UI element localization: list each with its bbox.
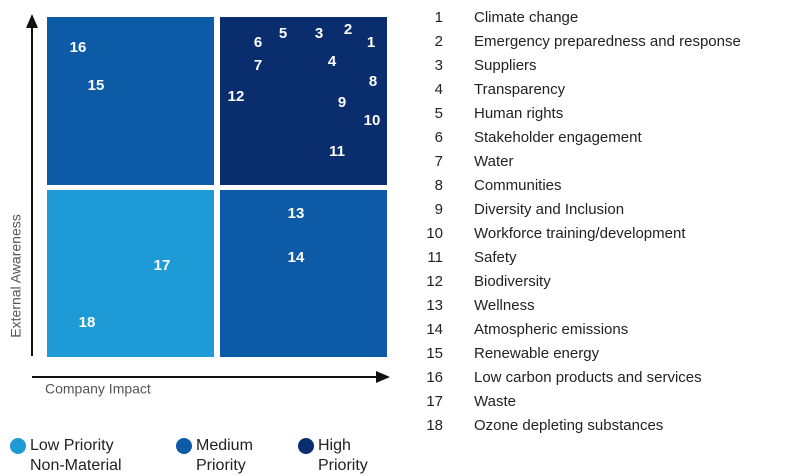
list-number: 9 <box>435 201 443 218</box>
arrowhead <box>26 14 38 28</box>
matrix-number: 18 <box>79 314 96 331</box>
list-label: Diversity and Inclusion <box>474 201 624 218</box>
list-label: Climate change <box>474 9 578 26</box>
list-label: Wellness <box>474 297 535 314</box>
legend-label: High <box>318 437 351 454</box>
list-number: 2 <box>435 33 443 50</box>
quadrant <box>47 190 214 357</box>
matrix-number: 9 <box>338 94 346 111</box>
matrix-number: 4 <box>328 53 337 70</box>
list-label: Emergency preparedness and response <box>474 33 741 50</box>
list-label: Safety <box>474 249 517 266</box>
list-number: 3 <box>435 57 443 74</box>
legend-dot <box>176 438 192 454</box>
list-number: 13 <box>426 297 443 314</box>
matrix-number: 2 <box>344 21 352 38</box>
list-number: 4 <box>435 81 443 98</box>
matrix-number: 7 <box>254 57 262 74</box>
list-number: 18 <box>426 417 443 434</box>
matrix-number: 16 <box>70 39 87 56</box>
quadrant <box>220 190 387 357</box>
list-number: 15 <box>426 345 443 362</box>
matrix-number: 11 <box>329 143 345 160</box>
matrix-number: 5 <box>279 25 287 42</box>
matrix-number: 12 <box>228 88 245 105</box>
matrix-number: 8 <box>369 73 377 90</box>
matrix-number: 10 <box>364 112 381 129</box>
list-label: Low carbon products and services <box>474 369 702 386</box>
legend-label: Priority <box>196 457 246 474</box>
list-number: 17 <box>426 393 443 410</box>
list-label: Waste <box>474 393 516 410</box>
matrix-number: 15 <box>88 77 105 94</box>
list-label: Suppliers <box>474 57 537 74</box>
list-label: Atmospheric emissions <box>474 321 628 338</box>
list-number: 6 <box>435 129 443 146</box>
x-axis-label: Company Impact <box>45 381 151 397</box>
list-label: Water <box>474 153 513 170</box>
legend-dot <box>10 438 26 454</box>
list-label: Stakeholder engagement <box>474 129 642 146</box>
legend-label: Non-Material <box>30 457 122 474</box>
list-number: 16 <box>426 369 443 386</box>
list-number: 11 <box>427 249 443 266</box>
quadrant <box>47 17 214 185</box>
list-number: 10 <box>426 225 443 242</box>
list-label: Communities <box>474 177 562 194</box>
list-number: 1 <box>435 9 443 26</box>
matrix-number: 14 <box>288 249 305 266</box>
matrix-number: 1 <box>367 34 375 51</box>
list-number: 8 <box>435 177 443 194</box>
list-number: 7 <box>435 153 443 170</box>
legend-dot <box>298 438 314 454</box>
list-label: Workforce training/development <box>474 225 686 242</box>
list-label: Renewable energy <box>474 345 600 362</box>
quadrant <box>220 17 387 185</box>
y-axis-label: External Awareness <box>8 214 24 337</box>
legend-label: Medium <box>196 437 253 454</box>
matrix-number: 6 <box>254 34 262 51</box>
matrix-number: 13 <box>288 205 305 222</box>
legend-label: Priority <box>318 457 368 474</box>
legend-label: Low Priority <box>30 437 114 454</box>
matrix-number: 3 <box>315 25 323 42</box>
list-label: Transparency <box>474 81 566 98</box>
list-number: 12 <box>426 273 443 290</box>
matrix-number: 17 <box>154 257 171 274</box>
list-number: 5 <box>435 105 443 122</box>
arrowhead <box>376 371 390 383</box>
list-label: Human rights <box>474 105 563 122</box>
list-label: Biodiversity <box>474 273 551 290</box>
list-number: 14 <box>426 321 443 338</box>
list-label: Ozone depleting substances <box>474 417 663 434</box>
